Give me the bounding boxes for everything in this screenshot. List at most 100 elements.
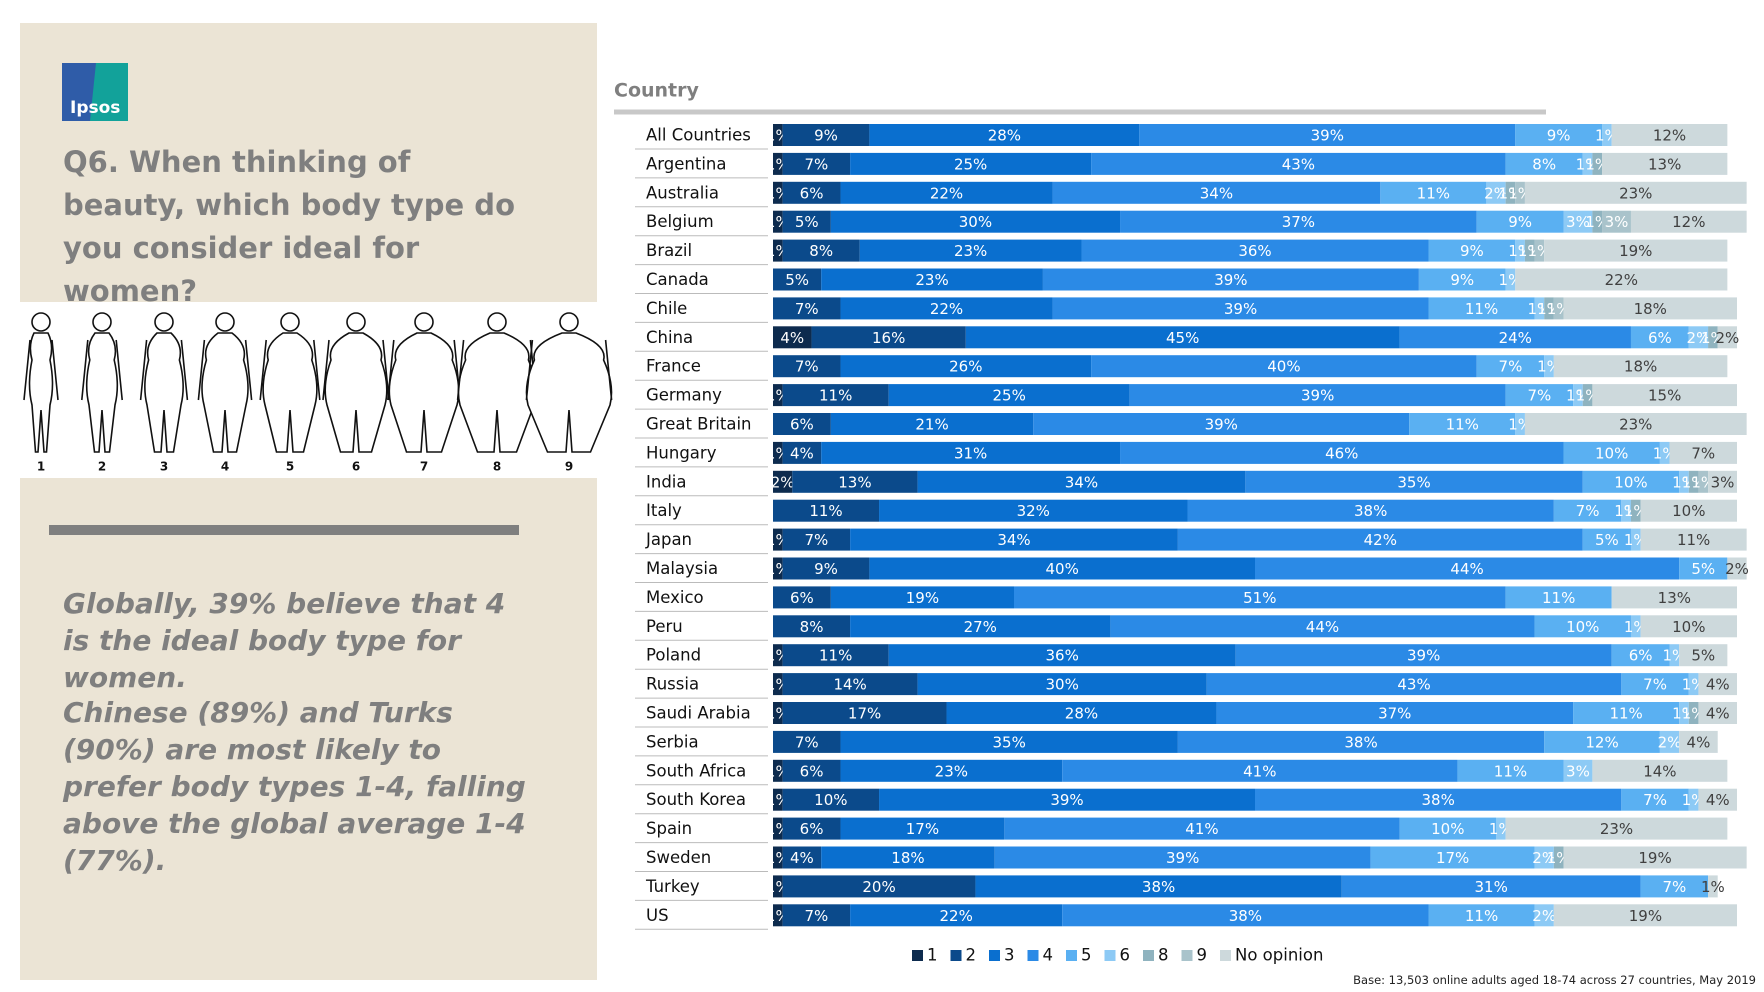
bar-segment: [773, 181, 783, 204]
logo-accent: [90, 63, 128, 121]
value-label: 17%: [848, 705, 881, 723]
bar-segment: [1496, 817, 1506, 840]
bar-segment: [946, 702, 1217, 724]
bar-segment: [773, 673, 783, 696]
value-label: 10%: [1672, 618, 1705, 636]
value-label: 2%: [1725, 560, 1749, 578]
bar-segment: [1052, 181, 1381, 204]
legend-label: 3: [1004, 946, 1015, 965]
category-label: Spain: [646, 819, 692, 838]
value-label: 27%: [964, 618, 997, 636]
value-label: 34%: [1065, 473, 1098, 491]
bar-segment: [782, 702, 947, 724]
value-label: 16%: [872, 329, 905, 347]
value-label: 3%: [1711, 473, 1735, 491]
value-label: 7%: [1527, 387, 1551, 405]
bar-segment: [1640, 499, 1737, 522]
value-label: 22%: [1605, 271, 1638, 289]
category-label: Hungary: [646, 443, 717, 462]
bar-segment: [1524, 181, 1747, 204]
bar-segment: [1004, 817, 1400, 840]
bar-segment: [1669, 441, 1737, 464]
value-label: 9%: [1547, 127, 1571, 145]
value-label: 45%: [1166, 329, 1199, 347]
bar-segment: [1717, 326, 1737, 349]
bar-segment: [773, 210, 783, 233]
bar-segment: [1621, 788, 1689, 811]
legend-label: 1: [927, 946, 938, 965]
value-label: 20%: [862, 878, 895, 896]
bar-segment: [773, 586, 831, 609]
legend-label: 5: [1081, 946, 1092, 965]
category-label: Chile: [646, 299, 687, 318]
value-label: 3%: [1566, 762, 1590, 780]
figure-arm: [81, 339, 123, 401]
legend-swatch: [1027, 950, 1039, 961]
legend-label: 8: [1158, 946, 1169, 965]
bar-segment: [1582, 152, 1593, 175]
bar-segment: [773, 557, 783, 580]
value-label: 7%: [1662, 878, 1686, 896]
figure-body: [85, 332, 119, 453]
value-label: 41%: [1243, 762, 1276, 780]
legend-swatch: [1104, 950, 1116, 961]
category-label: South Korea: [646, 790, 746, 809]
bar-segment: [1370, 846, 1535, 869]
value-label: 19%: [906, 589, 939, 607]
value-label: 23%: [1619, 416, 1652, 434]
bar-segment: [773, 904, 783, 927]
bar-segment: [821, 846, 995, 869]
bar-segment: [1033, 413, 1410, 435]
value-label: 40%: [1267, 358, 1300, 376]
bar-segment: [1428, 239, 1516, 262]
bar-segment: [1515, 124, 1603, 146]
figure-body: [324, 332, 388, 453]
category-label: India: [646, 472, 687, 491]
figure-head: [559, 312, 579, 332]
value-label: 11%: [1494, 762, 1527, 780]
category-label: Mexico: [646, 588, 704, 607]
value-label: 11%: [1677, 531, 1710, 549]
bar-segment: [1553, 904, 1737, 927]
bar-segment: [1630, 326, 1689, 349]
bar-segment: [830, 413, 1034, 435]
bar-segment: [1563, 846, 1747, 869]
axis-title: Country: [614, 80, 700, 102]
value-label: 9%: [814, 560, 838, 578]
value-label: 7%: [1643, 791, 1667, 809]
bar-segment: [773, 499, 880, 522]
bar-segment: [1563, 441, 1660, 464]
bar-segment: [1611, 124, 1728, 146]
bar-segment: [773, 788, 783, 811]
value-label: 6%: [790, 416, 814, 434]
figure-label: 6: [352, 460, 360, 474]
value-label: 13%: [1648, 155, 1681, 173]
figure-body: [201, 332, 249, 453]
bar-segment: [1524, 413, 1747, 435]
value-label: 4%: [1706, 791, 1730, 809]
value-label: 12%: [1653, 127, 1686, 145]
bar-segment: [773, 615, 851, 638]
figure-head: [31, 312, 51, 332]
figure-arm: [197, 339, 253, 401]
category-label: Brazil: [646, 241, 692, 260]
value-label: 25%: [993, 387, 1026, 405]
bar-segment: [850, 528, 1178, 551]
bar-segment: [1255, 788, 1622, 811]
bar-segment: [1235, 644, 1612, 667]
figure-arm: [259, 339, 321, 401]
value-label: 3%: [1566, 213, 1590, 231]
bar-segment: [840, 817, 1005, 840]
value-label: 10%: [1672, 502, 1705, 520]
figure-arm: [525, 339, 613, 401]
bar-segment: [1708, 326, 1718, 349]
legend-label: 2: [966, 946, 977, 965]
bar-segment: [773, 875, 783, 898]
value-label: 38%: [1229, 907, 1262, 925]
bar-segment: [773, 470, 793, 493]
figure-head: [154, 312, 174, 332]
bar-segment: [1544, 355, 1554, 378]
bar-segment: [773, 528, 783, 551]
bar-segment: [782, 846, 822, 869]
